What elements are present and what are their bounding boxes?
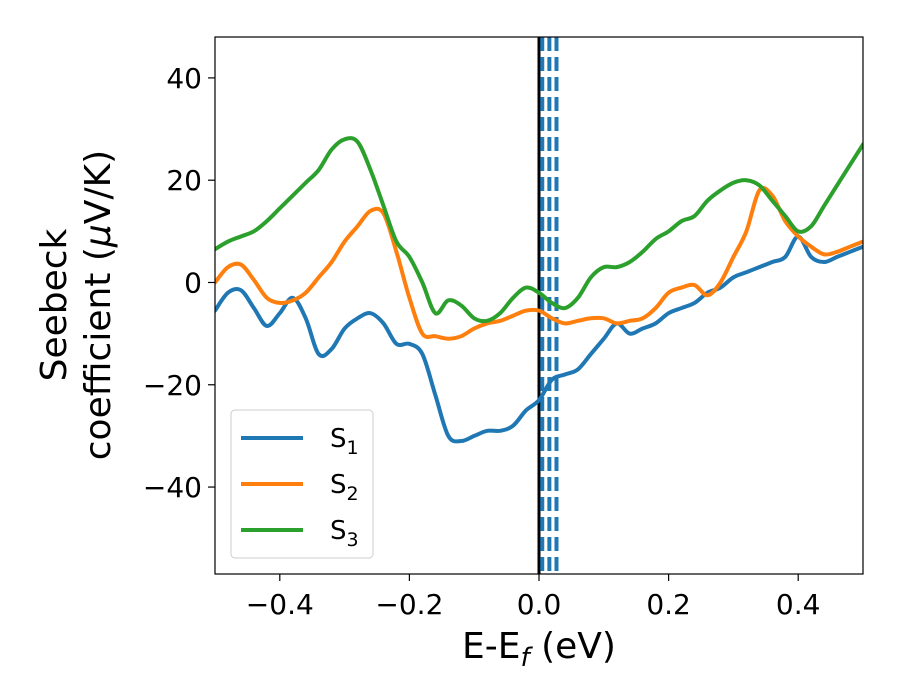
legend-label-s2: S2 <box>330 470 359 505</box>
y-axis-label-line1: Seebeck <box>34 228 75 381</box>
y-tick-label: 40 <box>166 62 202 95</box>
series-line-s1 <box>215 234 863 444</box>
legend: S1 S2 S3 <box>230 409 374 559</box>
x-tick-label: −0.2 <box>375 588 443 621</box>
x-tick-label: 0.4 <box>776 588 821 621</box>
x-tick-label: −0.4 <box>246 588 314 621</box>
y-tick-label: −40 <box>143 471 202 504</box>
y-tick-label: −20 <box>143 369 202 402</box>
x-tick-label: 0.2 <box>646 588 691 621</box>
series-lines <box>215 136 863 444</box>
y-axis-ticks: −40 −20 0 20 40 <box>143 62 215 504</box>
y-axis-label-line2: coefficient (μV/K) <box>78 150 119 460</box>
y-tick-label: 0 <box>184 266 202 299</box>
legend-label-s1: S1 <box>330 424 359 459</box>
y-tick-label: 20 <box>166 164 202 197</box>
series-line-s3 <box>215 136 863 324</box>
x-axis-label: E-Ef (eV) <box>462 626 616 673</box>
x-axis-ticks: −0.4 −0.2 0.0 0.2 0.4 <box>246 574 821 621</box>
x-tick-label: 0.0 <box>517 588 562 621</box>
legend-label-s3: S3 <box>330 516 359 551</box>
series-line-s2 <box>215 185 863 341</box>
